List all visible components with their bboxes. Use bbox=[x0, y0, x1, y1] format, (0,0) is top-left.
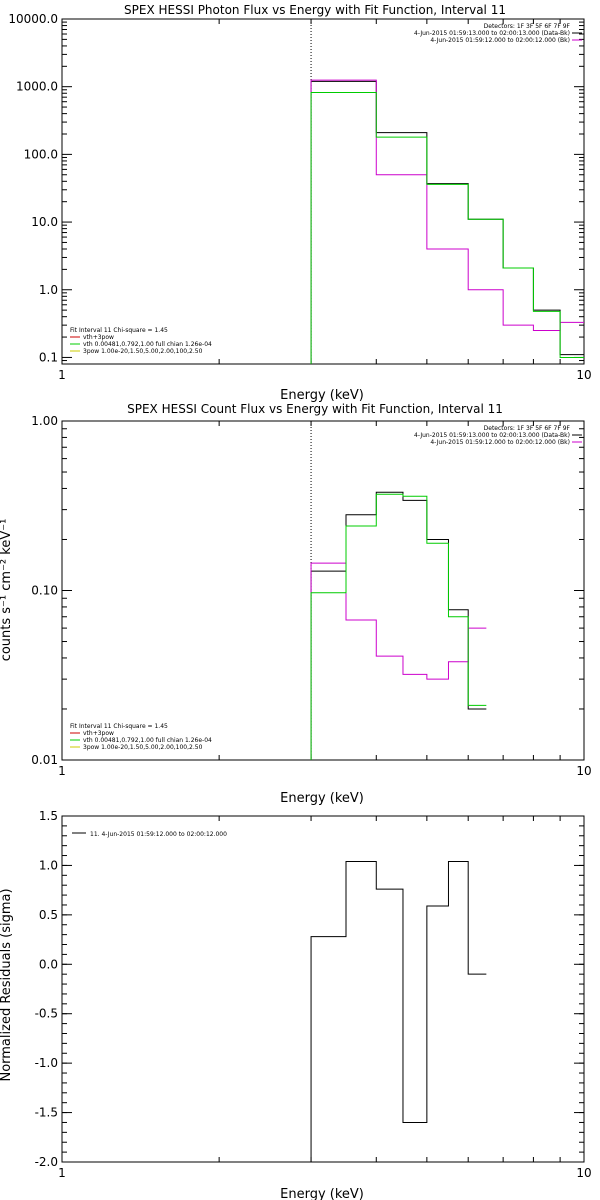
series-line bbox=[310, 80, 584, 364]
x-ticks: 1 10 bbox=[58, 816, 592, 1180]
panel-title: SPEX HESSI Photon Flux vs Energy with Fi… bbox=[124, 3, 506, 17]
y-ticks: -2.0 -1.5 -1.0 -0.5 0.0 0.5 1.0 1.5 bbox=[35, 809, 584, 1169]
y-tick-label: 1.00 bbox=[31, 414, 58, 428]
y-tick-label: 0.01 bbox=[31, 753, 58, 767]
top-legend: Detectors: 1F 3F 5F 6F 7F 9F4-Jun-2015 0… bbox=[414, 23, 582, 44]
x-ticks: 1 10 bbox=[58, 19, 592, 382]
bottom-legend-label: vth 0.00481,0.792,1.00 full chian 1.26e-… bbox=[83, 341, 212, 348]
bottom-legend-label: 3pow 1.00e-20,1.50,5.00,2.00,100,2.50 bbox=[83, 744, 203, 751]
series-line bbox=[310, 79, 584, 364]
y-axis-label: counts s⁻¹ cm⁻² keV⁻¹ bbox=[0, 519, 14, 662]
x-axis-label: Energy (keV) bbox=[280, 791, 364, 806]
photon-flux-panel: SPEX HESSI Photon Flux vs Energy with Fi… bbox=[8, 3, 591, 403]
x-tick-label: 10 bbox=[576, 368, 591, 382]
y-tick-label: 0.5 bbox=[39, 908, 58, 922]
top-legend-label: 4-Jun-2015 01:59:13.000 to 02:00:13.000 … bbox=[414, 432, 570, 439]
panel-title: SPEX HESSI Count Flux vs Energy with Fit… bbox=[127, 402, 503, 416]
series-legend-label: 11. 4-Jun-2015 01:59:12.000 to 02:00:12.… bbox=[90, 831, 227, 838]
top-legend-label: 4-Jun-2015 01:59:13.000 to 02:00:13.000 … bbox=[414, 30, 570, 37]
plot-frame bbox=[61, 420, 585, 761]
bottom-legend-label: 3pow 1.00e-20,1.50,5.00,2.00,100,2.50 bbox=[83, 348, 203, 355]
x-tick-label: 10 bbox=[576, 1166, 591, 1180]
bottom-legend: Fit Interval 11 Chi-square = 1.45vth+3po… bbox=[70, 327, 212, 355]
y-tick-label: 0.1 bbox=[39, 350, 58, 364]
bottom-legend-label: Fit Interval 11 Chi-square = 1.45 bbox=[70, 723, 168, 730]
series-legend: 11. 4-Jun-2015 01:59:12.000 to 02:00:12.… bbox=[72, 831, 227, 838]
x-axis-label: Energy (keV) bbox=[280, 388, 364, 403]
series-group bbox=[310, 860, 487, 1162]
bottom-legend-label: Fit Interval 11 Chi-square = 1.45 bbox=[70, 327, 168, 334]
bottom-legend-label: vth+3pow bbox=[83, 334, 114, 341]
y-tick-label: 100.0 bbox=[24, 147, 58, 161]
top-legend-label: 4-Jun-2015 01:59:12.000 to 02:00:12.000 … bbox=[430, 37, 570, 44]
y-tick-label: 1.5 bbox=[39, 809, 58, 823]
series-line bbox=[310, 860, 487, 1162]
y-tick-label: -0.5 bbox=[35, 1007, 58, 1021]
x-tick-label: 1 bbox=[58, 1166, 66, 1180]
x-tick-label: 1 bbox=[58, 368, 66, 382]
x-axis-label: Energy (keV) bbox=[280, 1187, 364, 1200]
bottom-legend: Fit Interval 11 Chi-square = 1.45vth+3po… bbox=[70, 723, 212, 751]
plot-frame bbox=[61, 815, 585, 1163]
bottom-legend-label: vth+3pow bbox=[83, 730, 114, 737]
y-tick-label: 10000.0 bbox=[8, 12, 58, 26]
series-line bbox=[310, 491, 487, 760]
y-tick-label: -2.0 bbox=[35, 1155, 58, 1169]
count-flux-panel: SPEX HESSI Count Flux vs Energy with Fit… bbox=[0, 402, 592, 806]
y-tick-label: -1.0 bbox=[35, 1056, 58, 1070]
top-legend-label: Detectors: 1F 3F 5F 6F 7F 9F bbox=[484, 425, 571, 432]
series-group bbox=[310, 491, 487, 760]
y-tick-label: 0.0 bbox=[39, 957, 58, 971]
series-line bbox=[310, 493, 487, 760]
top-legend-label: 4-Jun-2015 01:59:12.000 to 02:00:12.000 … bbox=[430, 439, 570, 446]
top-legend: Detectors: 1F 3F 5F 6F 7F 9F4-Jun-2015 0… bbox=[414, 425, 582, 446]
y-ticks: 0.1 1.0 10.0 100.0 1000.0 10000.0 bbox=[8, 12, 584, 365]
plot-frame bbox=[61, 18, 585, 365]
x-tick-label: 10 bbox=[576, 764, 591, 778]
y-tick-label: 1000.0 bbox=[16, 80, 58, 94]
y-ticks: 0.01 0.10 1.00 bbox=[31, 414, 584, 767]
series-line bbox=[310, 92, 584, 364]
y-tick-label: 10.0 bbox=[31, 215, 58, 229]
y-tick-label: 1.0 bbox=[39, 283, 58, 297]
y-tick-label: -1.5 bbox=[35, 1106, 58, 1120]
y-tick-label: 1.0 bbox=[39, 858, 58, 872]
x-ticks: 1 10 bbox=[58, 421, 592, 778]
series-group bbox=[310, 79, 584, 364]
residuals-panel: 1 10 -2.0 -1.5 -1.0 -0.5 0.0 0.5 1.0 1.5 11. 4-J… bbox=[0, 809, 592, 1200]
top-legend-label: Detectors: 1F 3F 5F 6F 7F 9F bbox=[484, 23, 571, 30]
y-axis-label: Normalized Residuals (sigma) bbox=[0, 888, 14, 1081]
y-tick-label: 0.10 bbox=[31, 584, 58, 598]
x-tick-label: 1 bbox=[58, 764, 66, 778]
bottom-legend-label: vth 0.00481,0.792,1.00 full chian 1.26e-… bbox=[83, 737, 212, 744]
